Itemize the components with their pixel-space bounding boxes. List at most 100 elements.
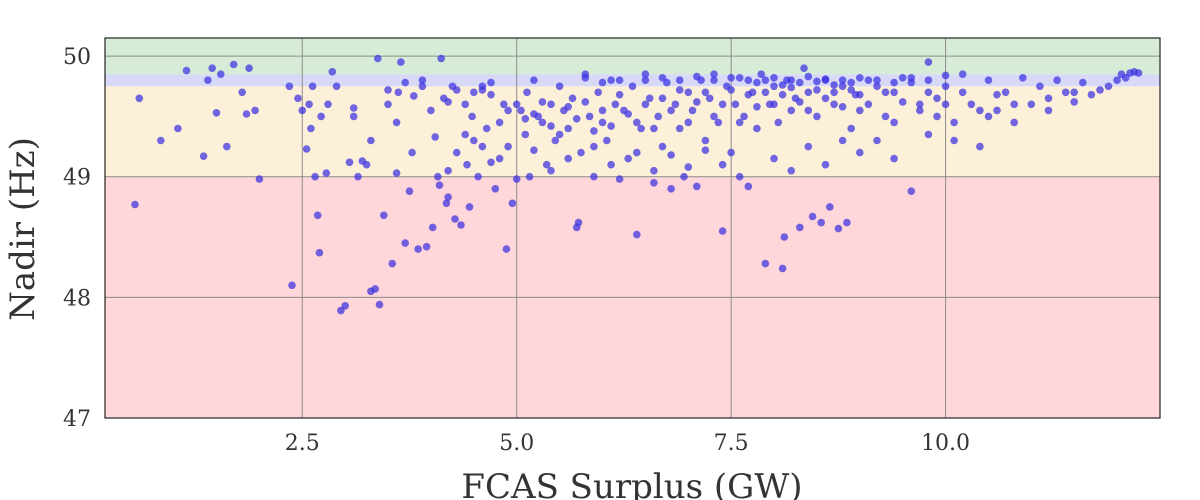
data-point [530, 110, 538, 118]
data-point [645, 94, 654, 103]
data-point [442, 199, 451, 208]
data-point [371, 285, 380, 293]
data-point [384, 86, 392, 94]
data-point [598, 78, 607, 87]
data-point [598, 118, 607, 127]
data-point [727, 86, 735, 94]
data-point [401, 78, 410, 87]
data-point [705, 94, 714, 103]
data-point [898, 74, 907, 82]
data-point [650, 124, 658, 133]
data-point [547, 166, 555, 175]
data-point [624, 154, 632, 163]
data-point [770, 100, 778, 109]
data-point [821, 94, 830, 103]
data-point [774, 118, 783, 127]
data-point [517, 106, 525, 115]
data-point [976, 142, 984, 151]
data-point [804, 106, 813, 115]
data-point [375, 300, 384, 309]
data-point [633, 148, 641, 157]
data-point [568, 94, 577, 103]
data-point [641, 76, 650, 84]
data-point [658, 94, 667, 103]
y-tick-label: 49 [63, 166, 91, 191]
data-point [735, 172, 744, 181]
data-point [354, 172, 362, 181]
data-point [714, 118, 723, 127]
data-point [251, 106, 259, 115]
data-point [873, 76, 881, 84]
data-point [941, 82, 950, 91]
data-point [693, 182, 701, 191]
data-point [374, 54, 382, 63]
data-point [753, 124, 761, 133]
data-point [830, 81, 838, 89]
data-point [787, 166, 795, 175]
data-point [770, 82, 778, 91]
data-point [916, 106, 924, 115]
data-point [735, 118, 744, 127]
data-point [740, 112, 748, 121]
data-point [332, 82, 341, 91]
data-point [628, 82, 637, 91]
data-point [1113, 76, 1121, 84]
data-point [710, 112, 718, 121]
data-point [401, 239, 410, 247]
y-tick-label: 48 [63, 286, 91, 311]
data-point [452, 148, 461, 157]
data-point [504, 142, 512, 151]
data-point [392, 118, 401, 127]
data-point [778, 264, 787, 273]
data-point [431, 133, 440, 141]
data-point [933, 94, 941, 103]
data-point [804, 72, 813, 81]
plot-frame [104, 37, 1161, 419]
data-point [512, 100, 521, 109]
data-point [684, 163, 693, 171]
x-tick-label: 10.0 [921, 431, 970, 456]
data-point [504, 106, 512, 115]
data-point [770, 74, 778, 82]
data-point [941, 71, 950, 80]
data-point [873, 82, 881, 91]
data-point [941, 100, 950, 109]
data-point [345, 158, 354, 167]
data-point [984, 76, 993, 84]
data-point [667, 151, 675, 159]
data-point [313, 211, 322, 220]
data-point [461, 130, 470, 139]
data-point [735, 74, 744, 82]
data-point [924, 76, 933, 84]
data-point [581, 98, 590, 106]
data-point [495, 154, 504, 163]
data-point [701, 146, 710, 154]
data-point [590, 127, 598, 135]
data-point [315, 248, 324, 257]
data-point [487, 78, 495, 87]
data-point [603, 136, 611, 145]
data-point [465, 203, 474, 211]
data-point [1061, 88, 1070, 97]
data-point [641, 70, 650, 78]
data-point [890, 88, 898, 97]
data-point [778, 90, 787, 99]
data-point [658, 74, 667, 82]
data-point [813, 86, 821, 94]
data-point [204, 76, 212, 84]
data-point [950, 118, 958, 127]
data-point [864, 76, 873, 84]
data-point [856, 90, 864, 99]
data-point [873, 136, 881, 145]
data-point [890, 78, 898, 87]
data-point [757, 70, 765, 78]
data-point [311, 172, 319, 181]
x-tick-label: 2.5 [285, 431, 320, 456]
data-point [523, 88, 531, 97]
data-point [302, 145, 311, 153]
data-point [555, 130, 564, 139]
data-point [607, 122, 615, 130]
data-point [495, 118, 504, 127]
data-point [574, 218, 583, 227]
data-point [461, 100, 470, 109]
